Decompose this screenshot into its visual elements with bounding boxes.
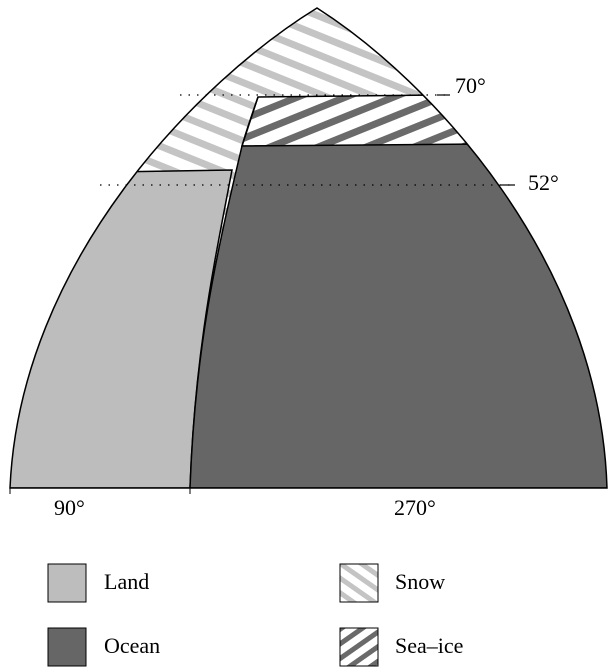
- legend: Land Snow Ocean Sea–ice: [47, 563, 463, 667]
- ocean-region: [189, 143, 607, 488]
- domain-outline: [9, 7, 608, 489]
- legend-label: Sea–ice: [395, 633, 463, 658]
- legend-label: Land: [104, 569, 149, 594]
- regions: [10, 8, 607, 488]
- latitude-label: 52°: [528, 170, 559, 195]
- legend-swatch: [339, 563, 379, 603]
- legend-label: Snow: [395, 569, 445, 594]
- legend-swatch: [47, 627, 87, 667]
- divider: [241, 96, 259, 147]
- legend-label: Ocean: [104, 633, 160, 658]
- legend-swatch: [47, 563, 87, 603]
- legend-swatch: [339, 627, 379, 667]
- latitude-label: 70°: [455, 73, 486, 98]
- longitude-label: 90°: [54, 495, 85, 520]
- longitude-label: 270°: [394, 495, 436, 520]
